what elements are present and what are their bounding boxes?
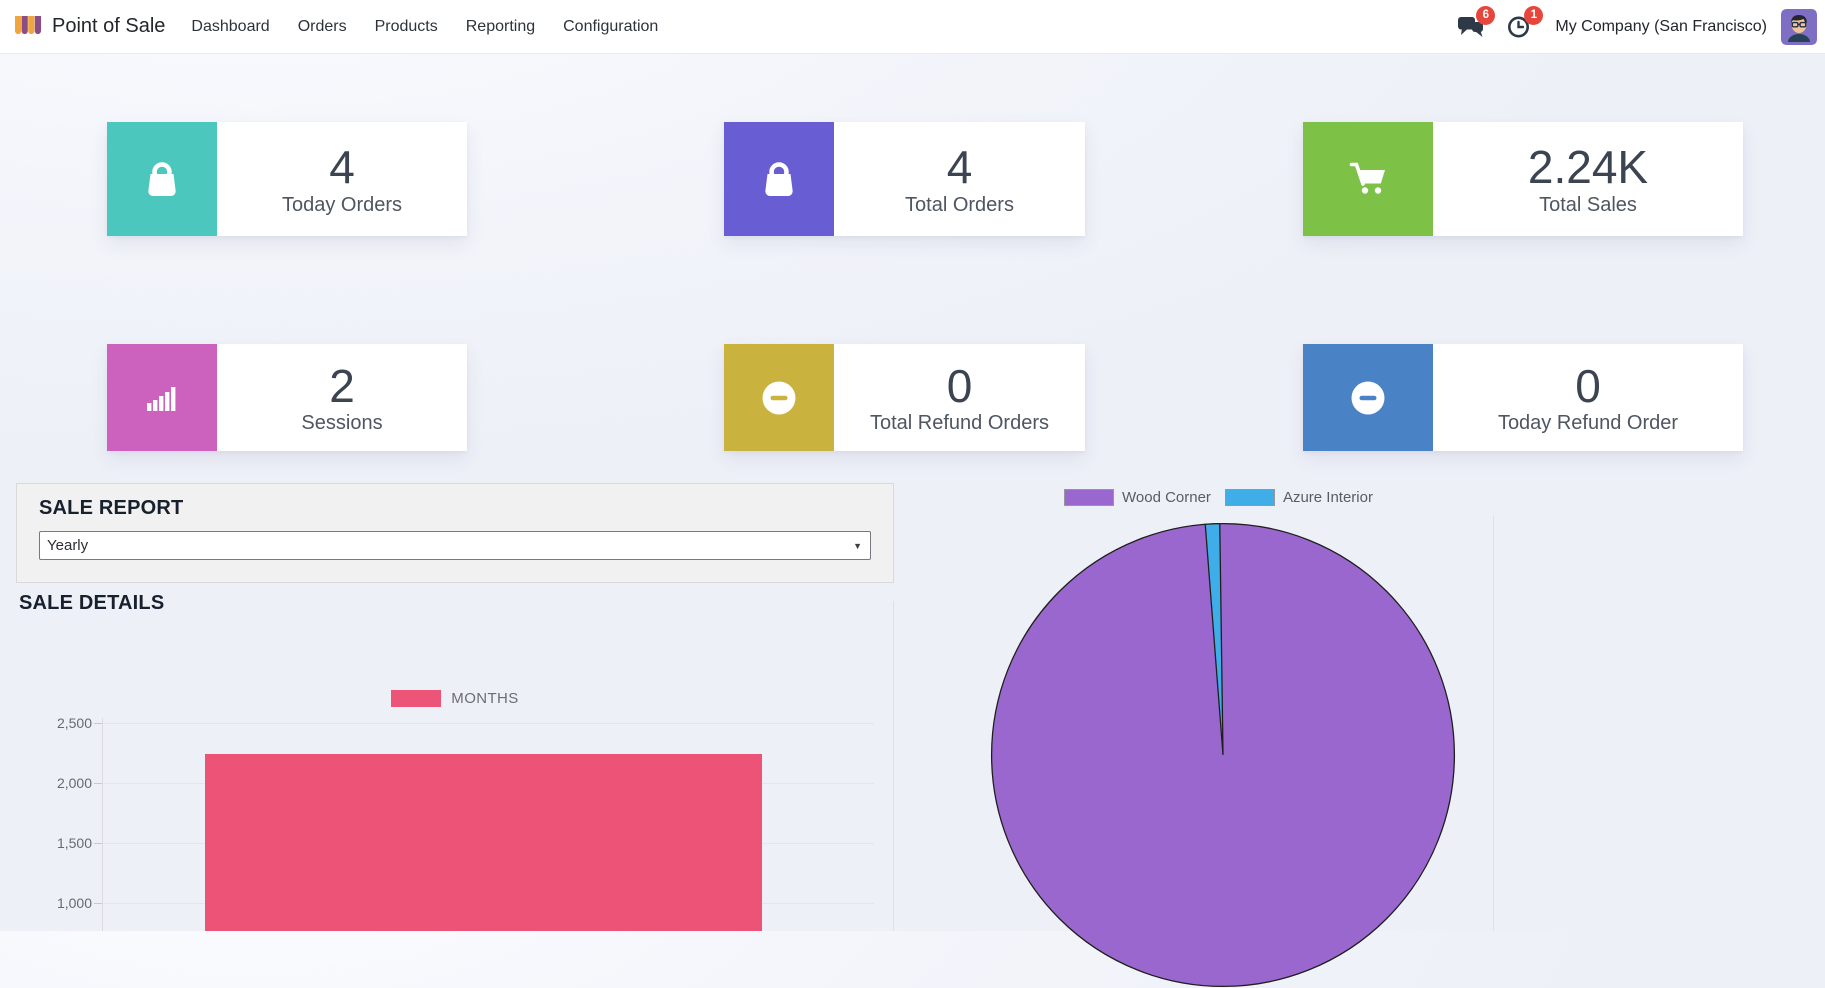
y-tick-label: 2,500 — [56, 715, 92, 731]
activities-button[interactable]: 1 — [1501, 5, 1544, 42]
kpi-label: Total Refund Orders — [870, 412, 1049, 435]
sale-report-panel: SALE REPORT Yearly — [16, 483, 894, 583]
nav-item-dashboard[interactable]: Dashboard — [191, 17, 270, 35]
kpi-card-total-orders[interactable]: 4 Total Orders — [724, 122, 1085, 236]
apps-menu-button[interactable]: Point of Sale — [14, 15, 165, 38]
messages-badge: 6 — [1476, 5, 1496, 25]
kpi-iconbox — [1303, 344, 1433, 451]
sale-details-bar-chart: MONTHS 2,500 2,000 1,500 1,000 — [16, 606, 894, 931]
sale-details-title: SALE DETAILS — [19, 592, 165, 614]
app-title: Point of Sale — [52, 15, 166, 37]
legend-swatch-months[interactable] — [391, 690, 442, 707]
nav-item-products[interactable]: Products — [374, 17, 438, 35]
section-divider — [893, 601, 894, 931]
y-tickmark — [94, 843, 102, 844]
shopping-cart-icon — [1344, 155, 1392, 203]
kpi-label: Total Orders — [905, 193, 1014, 216]
kpi-value: 4 — [329, 141, 355, 194]
kpi-value: 4 — [946, 141, 973, 194]
legend-label: Wood Corner — [1122, 489, 1211, 506]
y-tickmark — [94, 723, 102, 724]
legend-item-azure-interior[interactable]: Azure Interior — [1224, 489, 1373, 506]
sale-report-title: SALE REPORT — [39, 497, 184, 519]
clock-icon — [1506, 14, 1531, 39]
chat-bubbles-icon — [1457, 14, 1484, 39]
minus-circle-icon — [755, 374, 803, 422]
nav-item-orders[interactable]: Orders — [297, 17, 347, 35]
kpi-content: 0 Total Refund Orders — [834, 344, 1085, 451]
kpi-iconbox — [107, 122, 217, 236]
period-select-wrap: Yearly — [39, 531, 871, 560]
kpi-card-today-refund-order[interactable]: 0 Today Refund Order — [1303, 344, 1743, 451]
shopping-bag-icon — [755, 155, 803, 203]
y-axis-line — [102, 718, 103, 931]
kpi-content: 4 Today Orders — [217, 122, 467, 236]
sales-bar[interactable] — [205, 754, 762, 931]
legend-label: Azure Interior — [1282, 489, 1373, 506]
kpi-iconbox — [1303, 122, 1433, 236]
kpi-iconbox — [724, 122, 834, 236]
legend-swatch — [1224, 489, 1275, 506]
y-tick-label: 1,000 — [56, 895, 92, 911]
kpi-card-sessions[interactable]: 2 Sessions — [107, 344, 467, 451]
kpi-label: Total Sales — [1539, 193, 1637, 216]
pos-awning-logo-icon — [14, 15, 42, 38]
legend-label-months[interactable]: MONTHS — [451, 690, 519, 707]
kpi-card-total-refund-orders[interactable]: 0 Total Refund Orders — [724, 344, 1085, 451]
main-nav: Dashboard Orders Products Reporting Conf… — [191, 18, 658, 36]
kpi-card-total-sales[interactable]: 2.24K Total Sales — [1303, 122, 1743, 236]
messages-button[interactable]: 6 — [1453, 5, 1496, 42]
kpi-content: 0 Today Refund Order — [1433, 344, 1743, 451]
sales-by-shop-pie-chart[interactable] — [990, 522, 1456, 988]
kpi-value: 2.24K — [1527, 141, 1649, 194]
kpi-value: 0 — [946, 359, 973, 412]
kpi-value: 2 — [329, 359, 355, 412]
nav-item-reporting[interactable]: Reporting — [465, 17, 536, 35]
kpi-value: 0 — [1575, 359, 1601, 412]
user-avatar[interactable] — [1781, 8, 1817, 45]
y-tickmark — [94, 903, 102, 904]
kpi-content: 4 Total Orders — [834, 122, 1085, 236]
pie-slice-azure-interior[interactable] — [1204, 522, 1224, 756]
kpi-iconbox — [724, 344, 834, 451]
shopping-bag-icon — [138, 155, 186, 203]
kpi-content: 2 Sessions — [217, 344, 467, 451]
legend-swatch — [1064, 489, 1114, 506]
nav-item-configuration[interactable]: Configuration — [563, 17, 659, 35]
kpi-content: 2.24K Total Sales — [1433, 122, 1743, 236]
section-divider — [1493, 516, 1494, 931]
kpi-label: Today Refund Order — [1497, 412, 1679, 435]
y-gridline — [102, 723, 874, 724]
y-tick-label: 1,500 — [56, 835, 92, 851]
kpi-iconbox — [107, 344, 217, 451]
minus-circle-icon — [1344, 374, 1392, 422]
topbar: Point of Sale Dashboard Orders Products … — [0, 0, 1825, 54]
bar-chart-legend: MONTHS — [16, 690, 894, 707]
kpi-label: Today Orders — [281, 193, 403, 216]
y-tick-label: 2,000 — [56, 775, 92, 791]
period-select[interactable]: Yearly — [39, 531, 871, 560]
y-tickmark — [94, 783, 102, 784]
kpi-card-today-orders[interactable]: 4 Today Orders — [107, 122, 467, 236]
kpi-label: Sessions — [301, 412, 383, 435]
company-name[interactable]: My Company (San Francisco) — [1555, 17, 1767, 35]
pie-chart-legend: Wood Corner Azure Interior — [1064, 489, 1373, 506]
activities-badge: 1 — [1524, 5, 1544, 25]
legend-item-wood-corner[interactable]: Wood Corner — [1064, 489, 1211, 506]
bar-chart-icon — [138, 374, 186, 422]
